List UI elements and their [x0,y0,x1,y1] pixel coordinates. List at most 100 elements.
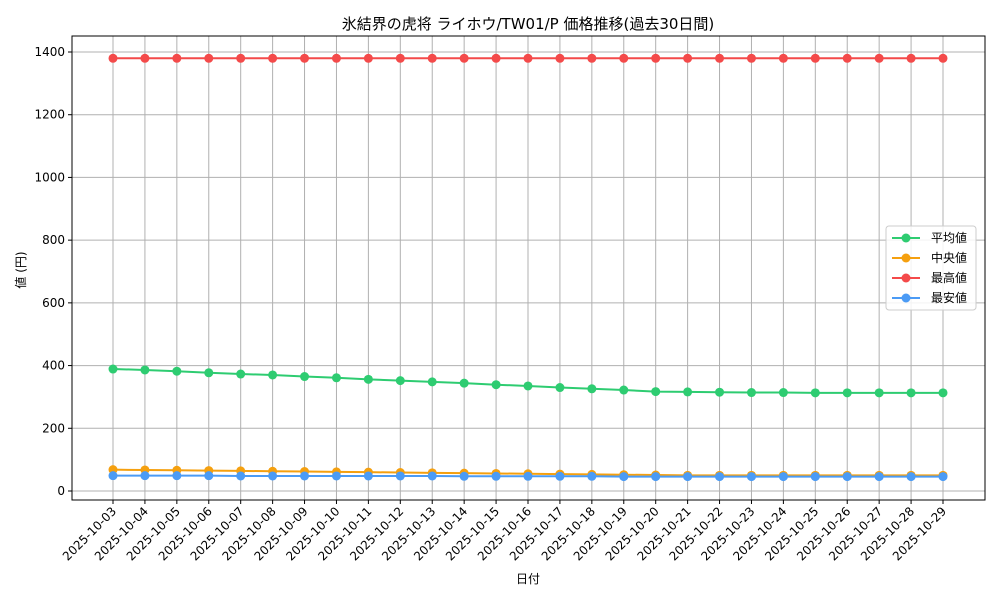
data-point [395,53,405,63]
data-point [874,472,884,482]
legend-label: 平均値 [931,230,967,245]
data-point [938,472,948,482]
data-point [236,53,246,63]
data-point [300,372,310,382]
y-tick-label: 800 [42,233,65,247]
data-point [555,53,565,63]
legend-box [885,225,977,311]
data-point [523,53,533,63]
data-point [587,384,597,394]
data-point [683,387,693,397]
y-axis-label: 値 (円) [13,251,28,288]
data-point [906,472,916,482]
data-point [587,471,597,481]
data-point [204,471,214,481]
data-point [459,53,469,63]
data-point [268,370,278,380]
data-point [300,471,310,481]
data-point [810,53,820,63]
data-point [331,53,341,63]
series-0 [108,364,948,398]
data-point [746,53,756,63]
data-point [715,53,725,63]
data-point [715,387,725,397]
data-point [459,378,469,388]
data-point [363,374,373,384]
data-point [746,472,756,482]
y-tick-label: 1000 [34,170,65,184]
data-point [651,387,661,397]
data-point [204,53,214,63]
data-point [810,388,820,398]
plot-frame [71,35,986,501]
legend-marker [901,293,911,303]
data-point [938,388,948,398]
data-point [523,471,533,481]
data-point [842,472,852,482]
data-point [715,472,725,482]
y-tick-label: 1400 [34,45,65,59]
data-point [491,380,501,390]
data-point [331,373,341,383]
data-point [236,471,246,481]
data-point [491,471,501,481]
data-point [395,471,405,481]
data-point [363,53,373,63]
data-point [619,472,629,482]
data-point [331,471,341,481]
data-point [683,53,693,63]
data-point [427,377,437,387]
data-point [810,472,820,482]
data-point [683,472,693,482]
x-axis-label: 日付 [516,572,540,586]
data-point [842,53,852,63]
data-point [555,471,565,481]
data-point [300,53,310,63]
data-point [140,471,150,481]
data-point [108,364,118,374]
data-point [842,388,852,398]
y-tick-label: 400 [42,359,65,373]
data-point [427,471,437,481]
data-point [619,385,629,395]
data-point [108,471,118,481]
legend-label: 最高値 [931,270,967,285]
data-point [778,472,788,482]
data-point [778,388,788,398]
data-point [427,53,437,63]
data-point [172,53,182,63]
legend-label: 最安値 [931,290,967,305]
data-point [268,471,278,481]
data-point [172,471,182,481]
data-point [778,53,788,63]
y-tick-label: 600 [42,296,65,310]
data-point [874,388,884,398]
data-point [395,376,405,386]
data-point [140,53,150,63]
data-point [140,365,150,375]
data-point [874,53,884,63]
data-point [746,388,756,398]
data-point [363,471,373,481]
series-2 [108,53,948,63]
data-point [268,53,278,63]
legend-marker [901,233,911,243]
data-point [906,388,916,398]
y-tick-label: 1200 [34,108,65,122]
legend-label: 中央値 [931,250,967,265]
data-point [523,381,533,391]
y-tick-label: 200 [42,421,65,435]
data-point [619,53,629,63]
data-point [491,53,501,63]
data-point [108,53,118,63]
data-point [651,472,661,482]
chart-title: 氷結界の虎将 ライホウ/TW01/P 価格推移(過去30日間) [342,15,715,33]
data-point [172,366,182,376]
legend-marker [901,273,911,283]
data-point [651,53,661,63]
data-point [555,383,565,393]
data-point [204,368,214,378]
